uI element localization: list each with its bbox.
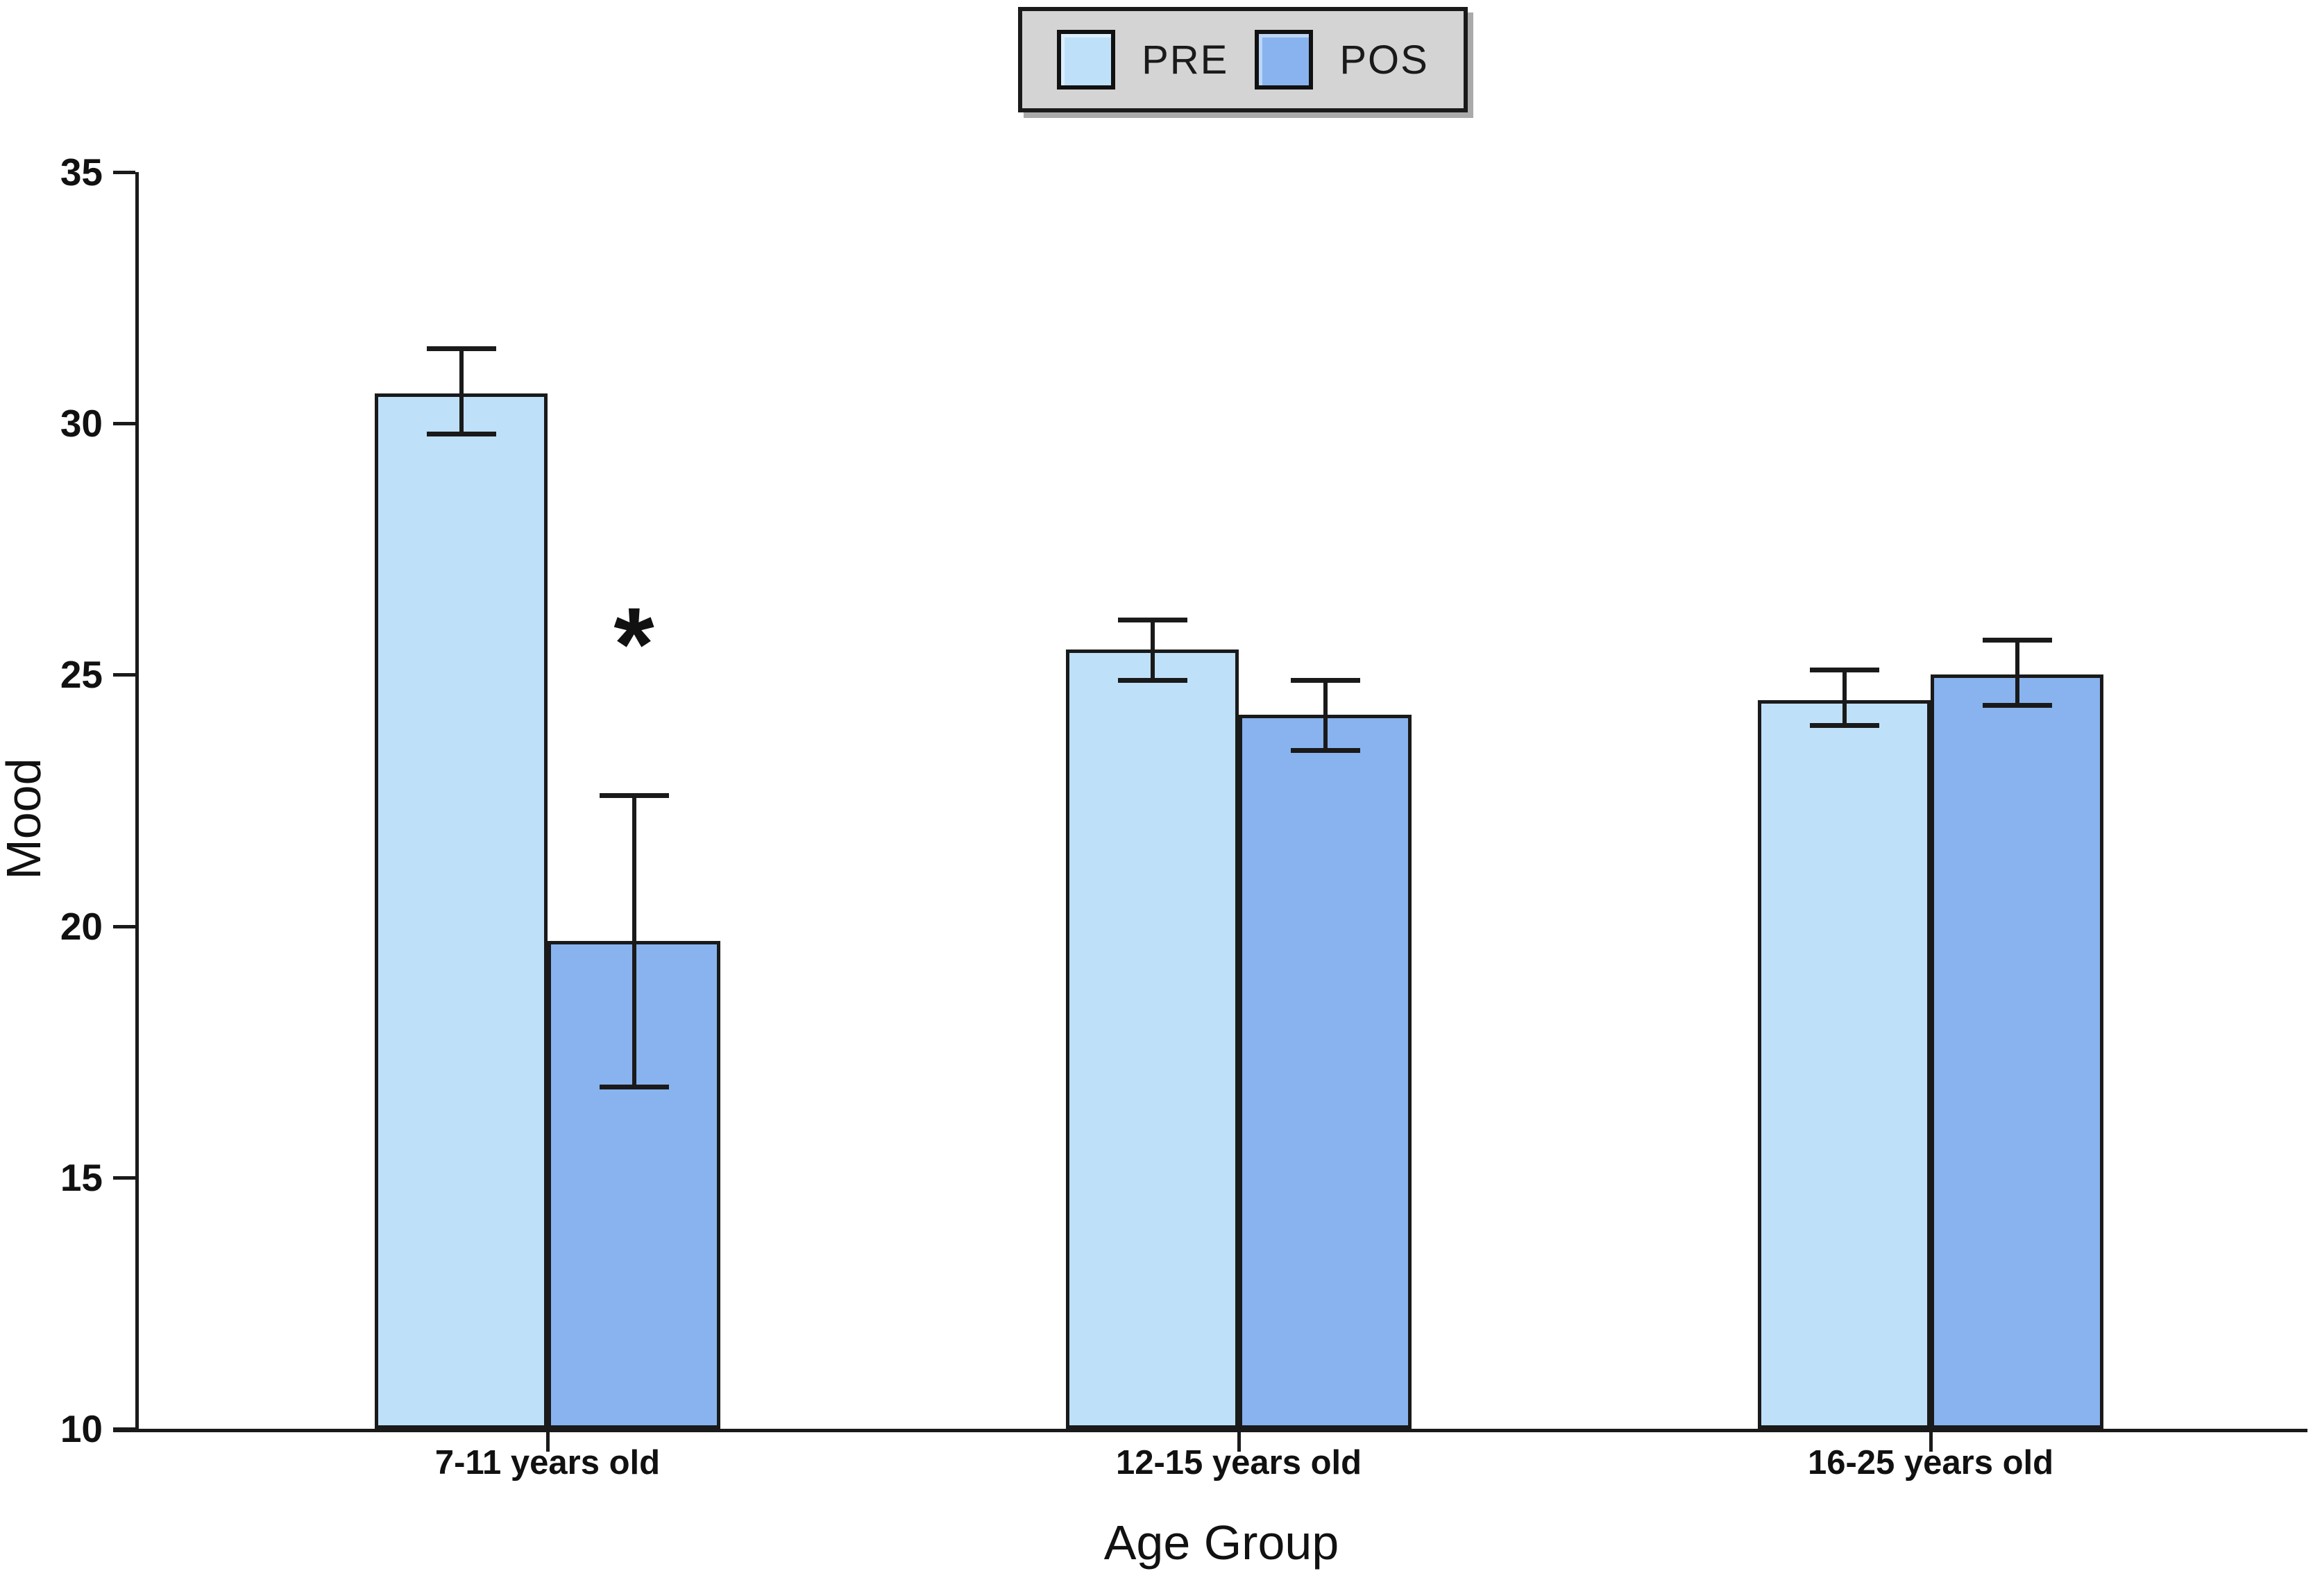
bar-pos-group2: [1239, 715, 1412, 1429]
y-tick-label-25: 25: [60, 653, 103, 697]
x-category-label-2: 16-25 years old: [1807, 1444, 2054, 1482]
error-line-pre-group2: [1150, 619, 1155, 680]
y-tick-mark-15: [113, 1175, 135, 1180]
y-tick-mark-10: [113, 1427, 135, 1431]
x-category-label-1: 12-15 years old: [1115, 1444, 1362, 1482]
error-cap-bottom-pre-group2: [1117, 677, 1187, 683]
y-tick-mark-20: [113, 924, 135, 928]
error-line-pre-group1: [459, 348, 464, 434]
error-cap-bottom-pos-group3: [1982, 702, 2052, 708]
y-axis-line: [135, 172, 139, 1432]
x-tick-mark-1: [1237, 1429, 1241, 1452]
x-tick-mark-0: [546, 1429, 550, 1452]
error-cap-bottom-pre-group3: [1809, 722, 1879, 728]
error-cap-top-pos-group3: [1982, 637, 2052, 643]
error-cap-top-pre-group2: [1117, 617, 1187, 622]
bar-pre-group2: [1066, 650, 1239, 1429]
x-axis-title: Age Group: [1103, 1516, 1339, 1570]
error-cap-bottom-pos-group2: [1290, 748, 1360, 754]
y-tick-label-15: 15: [60, 1155, 103, 1199]
y-tick-label-10: 10: [60, 1407, 103, 1450]
error-cap-top-pre-group3: [1809, 668, 1879, 673]
error-line-pos-group3: [2015, 639, 2019, 705]
error-line-pre-group3: [1842, 670, 1847, 725]
error-cap-bottom-pos-group1: [599, 1085, 669, 1090]
x-axis-line: [113, 1429, 2307, 1432]
y-tick-label-20: 20: [60, 904, 103, 948]
error-cap-top-pos-group2: [1290, 677, 1360, 683]
error-line-pos-group2: [1323, 679, 1328, 751]
error-cap-bottom-pre-group1: [426, 431, 496, 436]
significance-asterisk-0: *: [613, 586, 654, 703]
x-category-label-0: 7-11 years old: [434, 1444, 661, 1482]
y-tick-label-30: 30: [60, 402, 103, 445]
legend-swatch-pre: [1057, 30, 1116, 90]
bar-pos-group3: [1931, 674, 2103, 1429]
y-tick-mark-25: [113, 673, 135, 677]
error-cap-top-pre-group1: [426, 346, 496, 351]
legend-label-pre: PRE: [1142, 37, 1229, 83]
x-tick-mark-2: [1929, 1429, 1933, 1452]
bar-pre-group1: [375, 393, 548, 1429]
bar-pre-group3: [1758, 699, 1931, 1429]
legend-swatch-pos: [1255, 30, 1314, 90]
chart-legend: PRE POS: [1018, 7, 1468, 112]
y-tick-label-35: 35: [60, 151, 103, 194]
legend-label-pos: POS: [1339, 37, 1429, 83]
y-tick-mark-30: [113, 422, 135, 426]
error-line-pos-group1: [632, 795, 636, 1087]
y-tick-mark-35: [113, 171, 135, 174]
error-cap-top-pos-group1: [599, 793, 669, 799]
